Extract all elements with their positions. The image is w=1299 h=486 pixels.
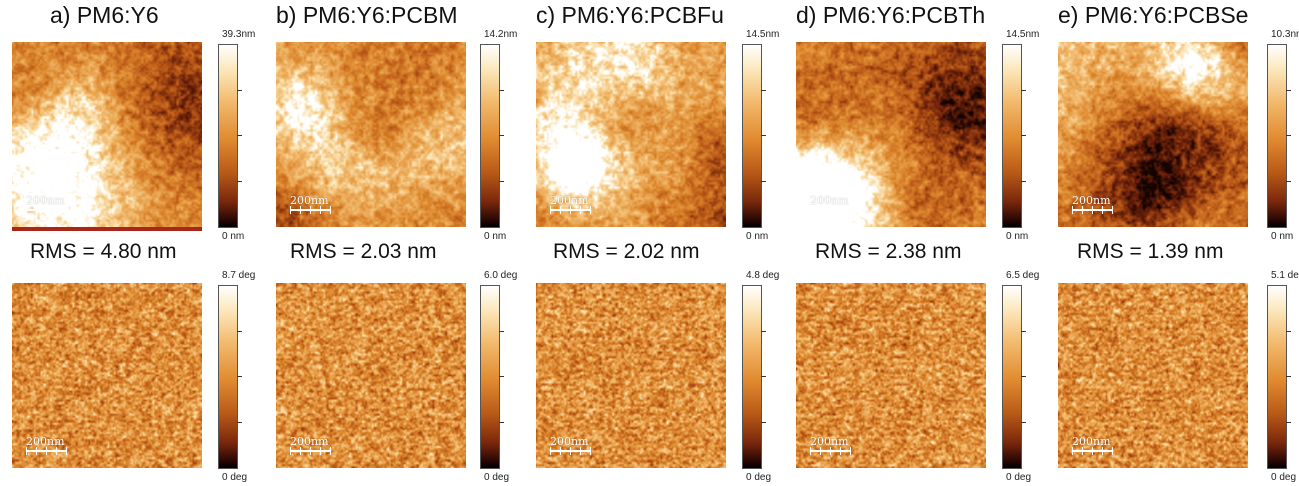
panel-title: d) PM6:Y6:PCBTh <box>796 2 986 28</box>
height-scale-max: 14.2nm <box>484 29 518 40</box>
phase-image <box>536 283 726 468</box>
rms-value: RMS = 2.02 nm <box>553 240 700 263</box>
phase-scale-max: 4.8 deg <box>746 270 780 281</box>
scale-bar-label: 200nm <box>550 435 589 448</box>
scale-bar-label: 200nm <box>810 194 849 207</box>
height-image <box>12 42 202 227</box>
phase-scale-max: 6.5 deg <box>1006 270 1040 281</box>
height-scale-min: 0 nm <box>1271 231 1294 242</box>
rms-value: RMS = 2.03 nm <box>290 240 437 263</box>
scale-bar-label: 200nm <box>290 194 329 207</box>
phase-color-bar <box>742 285 762 469</box>
height-scale-min: 0 nm <box>222 231 245 242</box>
height-scale-min: 0 nm <box>484 231 507 242</box>
scale-bar-label: 200nm <box>1072 435 1111 448</box>
rms-value: RMS = 2.38 nm <box>815 240 962 263</box>
scale-bar-label: 200nm <box>26 194 65 207</box>
phase-image <box>276 283 466 468</box>
scale-bar-label: 200nm <box>1072 194 1111 207</box>
phase-scale-min: 0 deg <box>484 472 510 483</box>
scale-bar-label: 200nm <box>290 435 329 448</box>
phase-color-bar <box>1267 285 1287 469</box>
scale-bar-label: 200nm <box>550 194 589 207</box>
phase-scale-min: 0 deg <box>1271 472 1297 483</box>
phase-color-bar <box>218 285 238 469</box>
phase-color-bar <box>1002 285 1022 469</box>
height-image <box>796 42 986 227</box>
phase-scale-max: 5.1 deg <box>1271 270 1299 281</box>
height-color-bar <box>480 44 500 228</box>
height-scale-max: 14.5nm <box>1006 29 1040 40</box>
panel-title: a) PM6:Y6 <box>50 2 159 28</box>
height-scale-min: 0 nm <box>1006 231 1029 242</box>
height-color-bar <box>1267 44 1287 228</box>
height-scale-max: 10.3nm <box>1271 29 1299 40</box>
height-color-bar <box>1002 44 1022 228</box>
phase-image <box>12 283 202 468</box>
panel-title: b) PM6:Y6:PCBM <box>276 2 458 28</box>
image-bottom-edge <box>12 227 202 231</box>
phase-color-bar <box>480 285 500 469</box>
scale-bar-label: 200nm <box>26 435 65 448</box>
height-image <box>536 42 726 227</box>
rms-value: RMS = 4.80 nm <box>30 240 177 263</box>
height-scale-max: 14.5nm <box>746 29 780 40</box>
rms-value: RMS = 1.39 nm <box>1077 240 1224 263</box>
phase-image <box>796 283 986 468</box>
height-color-bar <box>218 44 238 228</box>
phase-image <box>1058 283 1248 468</box>
panel-title: e) PM6:Y6:PCBSe <box>1058 2 1249 28</box>
phase-scale-min: 0 deg <box>746 472 772 483</box>
height-color-bar <box>742 44 762 228</box>
height-scale-max: 39.3nm <box>222 29 256 40</box>
scale-bar-label: 200nm <box>810 435 849 448</box>
phase-scale-min: 0 deg <box>1006 472 1032 483</box>
height-image <box>1058 42 1248 227</box>
phase-scale-max: 6.0 deg <box>484 270 518 281</box>
phase-scale-max: 8.7 deg <box>222 270 256 281</box>
height-image <box>276 42 466 227</box>
height-scale-min: 0 nm <box>746 231 769 242</box>
panel-title: c) PM6:Y6:PCBFu <box>536 2 724 28</box>
phase-scale-min: 0 deg <box>222 472 248 483</box>
